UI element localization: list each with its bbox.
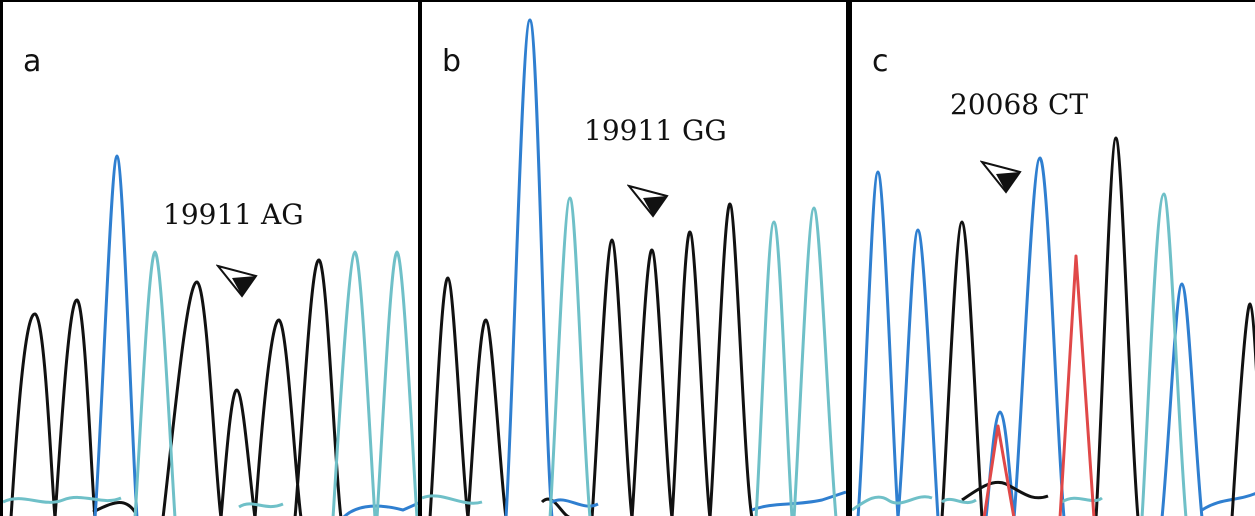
trace-red-c [982, 254, 1096, 516]
variant-label-c: 20068 CT [950, 88, 1089, 121]
panel-c: c 20068 CT [848, 0, 1255, 516]
trace-black-c [940, 136, 1255, 516]
panel-letter-b: b [442, 44, 462, 79]
trace-black-b [428, 202, 754, 516]
panel-b: b 19911 GG [418, 0, 848, 516]
trace-teal-b [422, 196, 838, 516]
trace-blue-c [856, 156, 1255, 516]
arrowhead-marker-icon [980, 160, 1022, 194]
panel-a: a 19911 AG [0, 0, 418, 516]
trace-blue-a [93, 154, 418, 516]
arrowhead-marker-icon [627, 184, 669, 218]
trace-black-a [9, 258, 343, 516]
variant-label-a: 19911 AG [163, 198, 304, 231]
arrowhead-marker-icon [216, 264, 258, 298]
chromatogram-trace-b [422, 18, 846, 516]
panel-letter-c: c [872, 44, 889, 79]
chromatogram-trace-c [852, 136, 1255, 516]
trace-blue-b [504, 18, 846, 516]
panel-letter-a: a [23, 44, 42, 79]
trace-teal-a [3, 250, 418, 516]
chromatogram-trace-a [3, 154, 418, 516]
trace-teal-c [852, 192, 1188, 516]
variant-label-b: 19911 GG [584, 114, 727, 147]
